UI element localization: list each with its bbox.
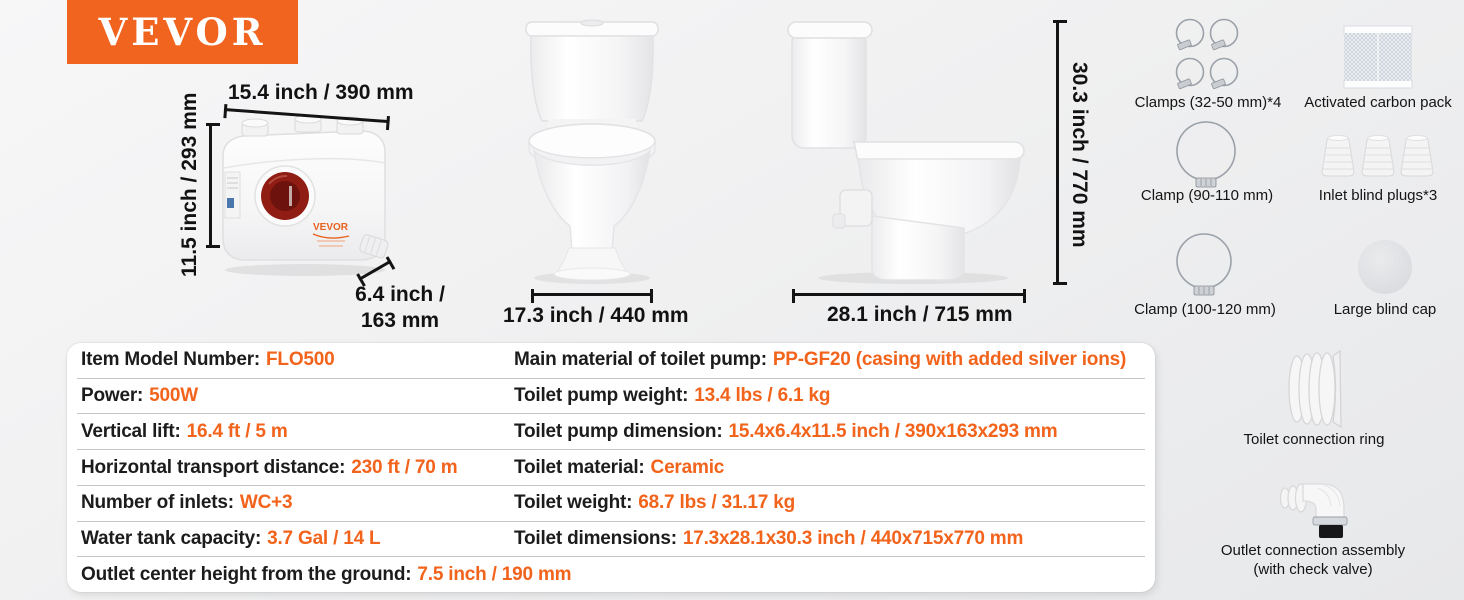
spec-row-horizontal-distance: Horizontal transport distance: 230 ft / …	[77, 450, 1145, 486]
clamp-90-110-icon	[1176, 121, 1236, 188]
pump-depth-dimension-label: 6.4 inch / 163 mm	[355, 283, 445, 332]
spec-value: 15.4x6.4x11.5 inch / 390x163x293 mm	[728, 420, 1058, 442]
spec-label: Toilet pump dimension:	[514, 420, 723, 442]
spec-value: PP-GF20 (casing with added silver ions)	[772, 349, 1127, 371]
pump-height-dimension-label: 11.5 inch / 293 mm	[178, 92, 201, 277]
toilet-connection-ring-icon	[1288, 349, 1342, 429]
small-clamps-label: Clamps (32-50 mm)*4	[1134, 94, 1282, 111]
spec-value: 16.4 ft / 5 m	[186, 420, 288, 442]
spec-label: Power:	[81, 385, 144, 407]
pump-height-dimension-line	[206, 123, 220, 248]
spec-value: 3.7 Gal / 14 L	[267, 527, 381, 549]
pump-image: VEVOR	[222, 114, 389, 276]
spec-value: WC+3	[239, 492, 293, 514]
spec-value: 68.7 lbs / 31.17 kg	[638, 492, 795, 514]
spec-label: Item Model Number:	[81, 349, 261, 371]
spec-label: Water tank capacity:	[81, 527, 262, 549]
spec-value: Ceramic	[650, 456, 725, 478]
spec-label: Number of inlets:	[81, 492, 234, 514]
clamp-100-120-label: Clamp (100-120 mm)	[1134, 301, 1276, 318]
vevor-logo-text: VEVOR	[98, 10, 267, 54]
toilet-side-height-label: 30.3 inch / 770 mm	[1068, 62, 1091, 248]
toilet-front-width-line	[531, 289, 653, 303]
outlet-connection-assembly-icon	[1279, 483, 1348, 538]
pump-width-dimension-label: 15.4 inch / 390 mm	[228, 81, 414, 104]
outlet-connection-assembly-label: Outlet connection assembly (with check v…	[1220, 542, 1406, 578]
spec-row-vertical-lift: Vertical lift: 16.4 ft / 5 m Toilet pump…	[77, 414, 1145, 451]
toilet-side-height-line	[1053, 20, 1067, 285]
spec-value: 13.4 lbs / 6.1 kg	[694, 385, 831, 407]
spec-label: Horizontal transport distance:	[81, 456, 346, 478]
pump-outlet-fitting	[359, 234, 389, 259]
large-blind-cap-label: Large blind cap	[1333, 301, 1437, 318]
spec-value: 500W	[149, 385, 198, 407]
clamp-90-110-label: Clamp (90-110 mm)	[1140, 187, 1274, 204]
spec-value: 7.5 inch / 190 mm	[417, 563, 572, 585]
toilet-side-image	[787, 21, 1025, 284]
toilet-front-width-label: 17.3 inch / 440 mm	[503, 304, 689, 327]
pump-badge-text: VEVOR	[313, 222, 349, 233]
toilet-connection-ring-label: Toilet connection ring	[1243, 431, 1385, 448]
spec-label: Main material of toilet pump:	[514, 349, 767, 371]
spec-value: FLO500	[266, 349, 335, 371]
clamp-100-120-icon	[1176, 233, 1232, 296]
spec-label: Toilet material:	[514, 456, 645, 478]
spec-value: 17.3x28.1x30.3 inch / 440x715x770 mm	[682, 527, 1024, 549]
toilet-side-width-line	[792, 289, 1026, 303]
spec-row-model: Item Model Number: FLO500 Main material …	[77, 343, 1145, 379]
spec-table: Item Model Number: FLO500 Main material …	[67, 343, 1155, 592]
inlet-blind-plugs-icon	[1321, 135, 1434, 177]
pump-label-sticker	[224, 171, 241, 219]
spec-label: Vertical lift:	[81, 420, 181, 442]
carbon-pack-label: Activated carbon pack	[1304, 94, 1452, 111]
pump-inlet-port	[254, 165, 316, 227]
inlet-blind-plugs-label: Inlet blind plugs*3	[1318, 187, 1438, 204]
large-blind-cap-icon	[1358, 240, 1412, 294]
spec-label: Toilet pump weight:	[514, 385, 689, 407]
spec-row-power: Power: 500W Toilet pump weight: 13.4 lbs…	[77, 379, 1145, 415]
pump-cap-icon	[241, 114, 364, 137]
spec-label: Toilet dimensions:	[514, 527, 677, 549]
carbon-pack-icon	[1343, 25, 1413, 89]
vevor-logo: VEVOR	[67, 0, 298, 64]
toilet-side-width-label: 28.1 inch / 715 mm	[827, 303, 1013, 326]
pump-brand-badge: VEVOR	[312, 222, 350, 247]
spec-value: 230 ft / 70 m	[351, 456, 458, 478]
spec-row-outlet-height: Outlet center height from the ground: 7.…	[77, 557, 1145, 592]
spec-label: Toilet weight:	[514, 492, 633, 514]
spec-row-inlets: Number of inlets: WC+3 Toilet weight: 68…	[77, 486, 1145, 522]
toilet-front-image	[525, 19, 659, 284]
spec-row-tank-capacity: Water tank capacity: 3.7 Gal / 14 L Toil…	[77, 522, 1145, 558]
spec-label: Outlet center height from the ground:	[81, 563, 412, 585]
small-clamps-icon	[1175, 18, 1239, 90]
